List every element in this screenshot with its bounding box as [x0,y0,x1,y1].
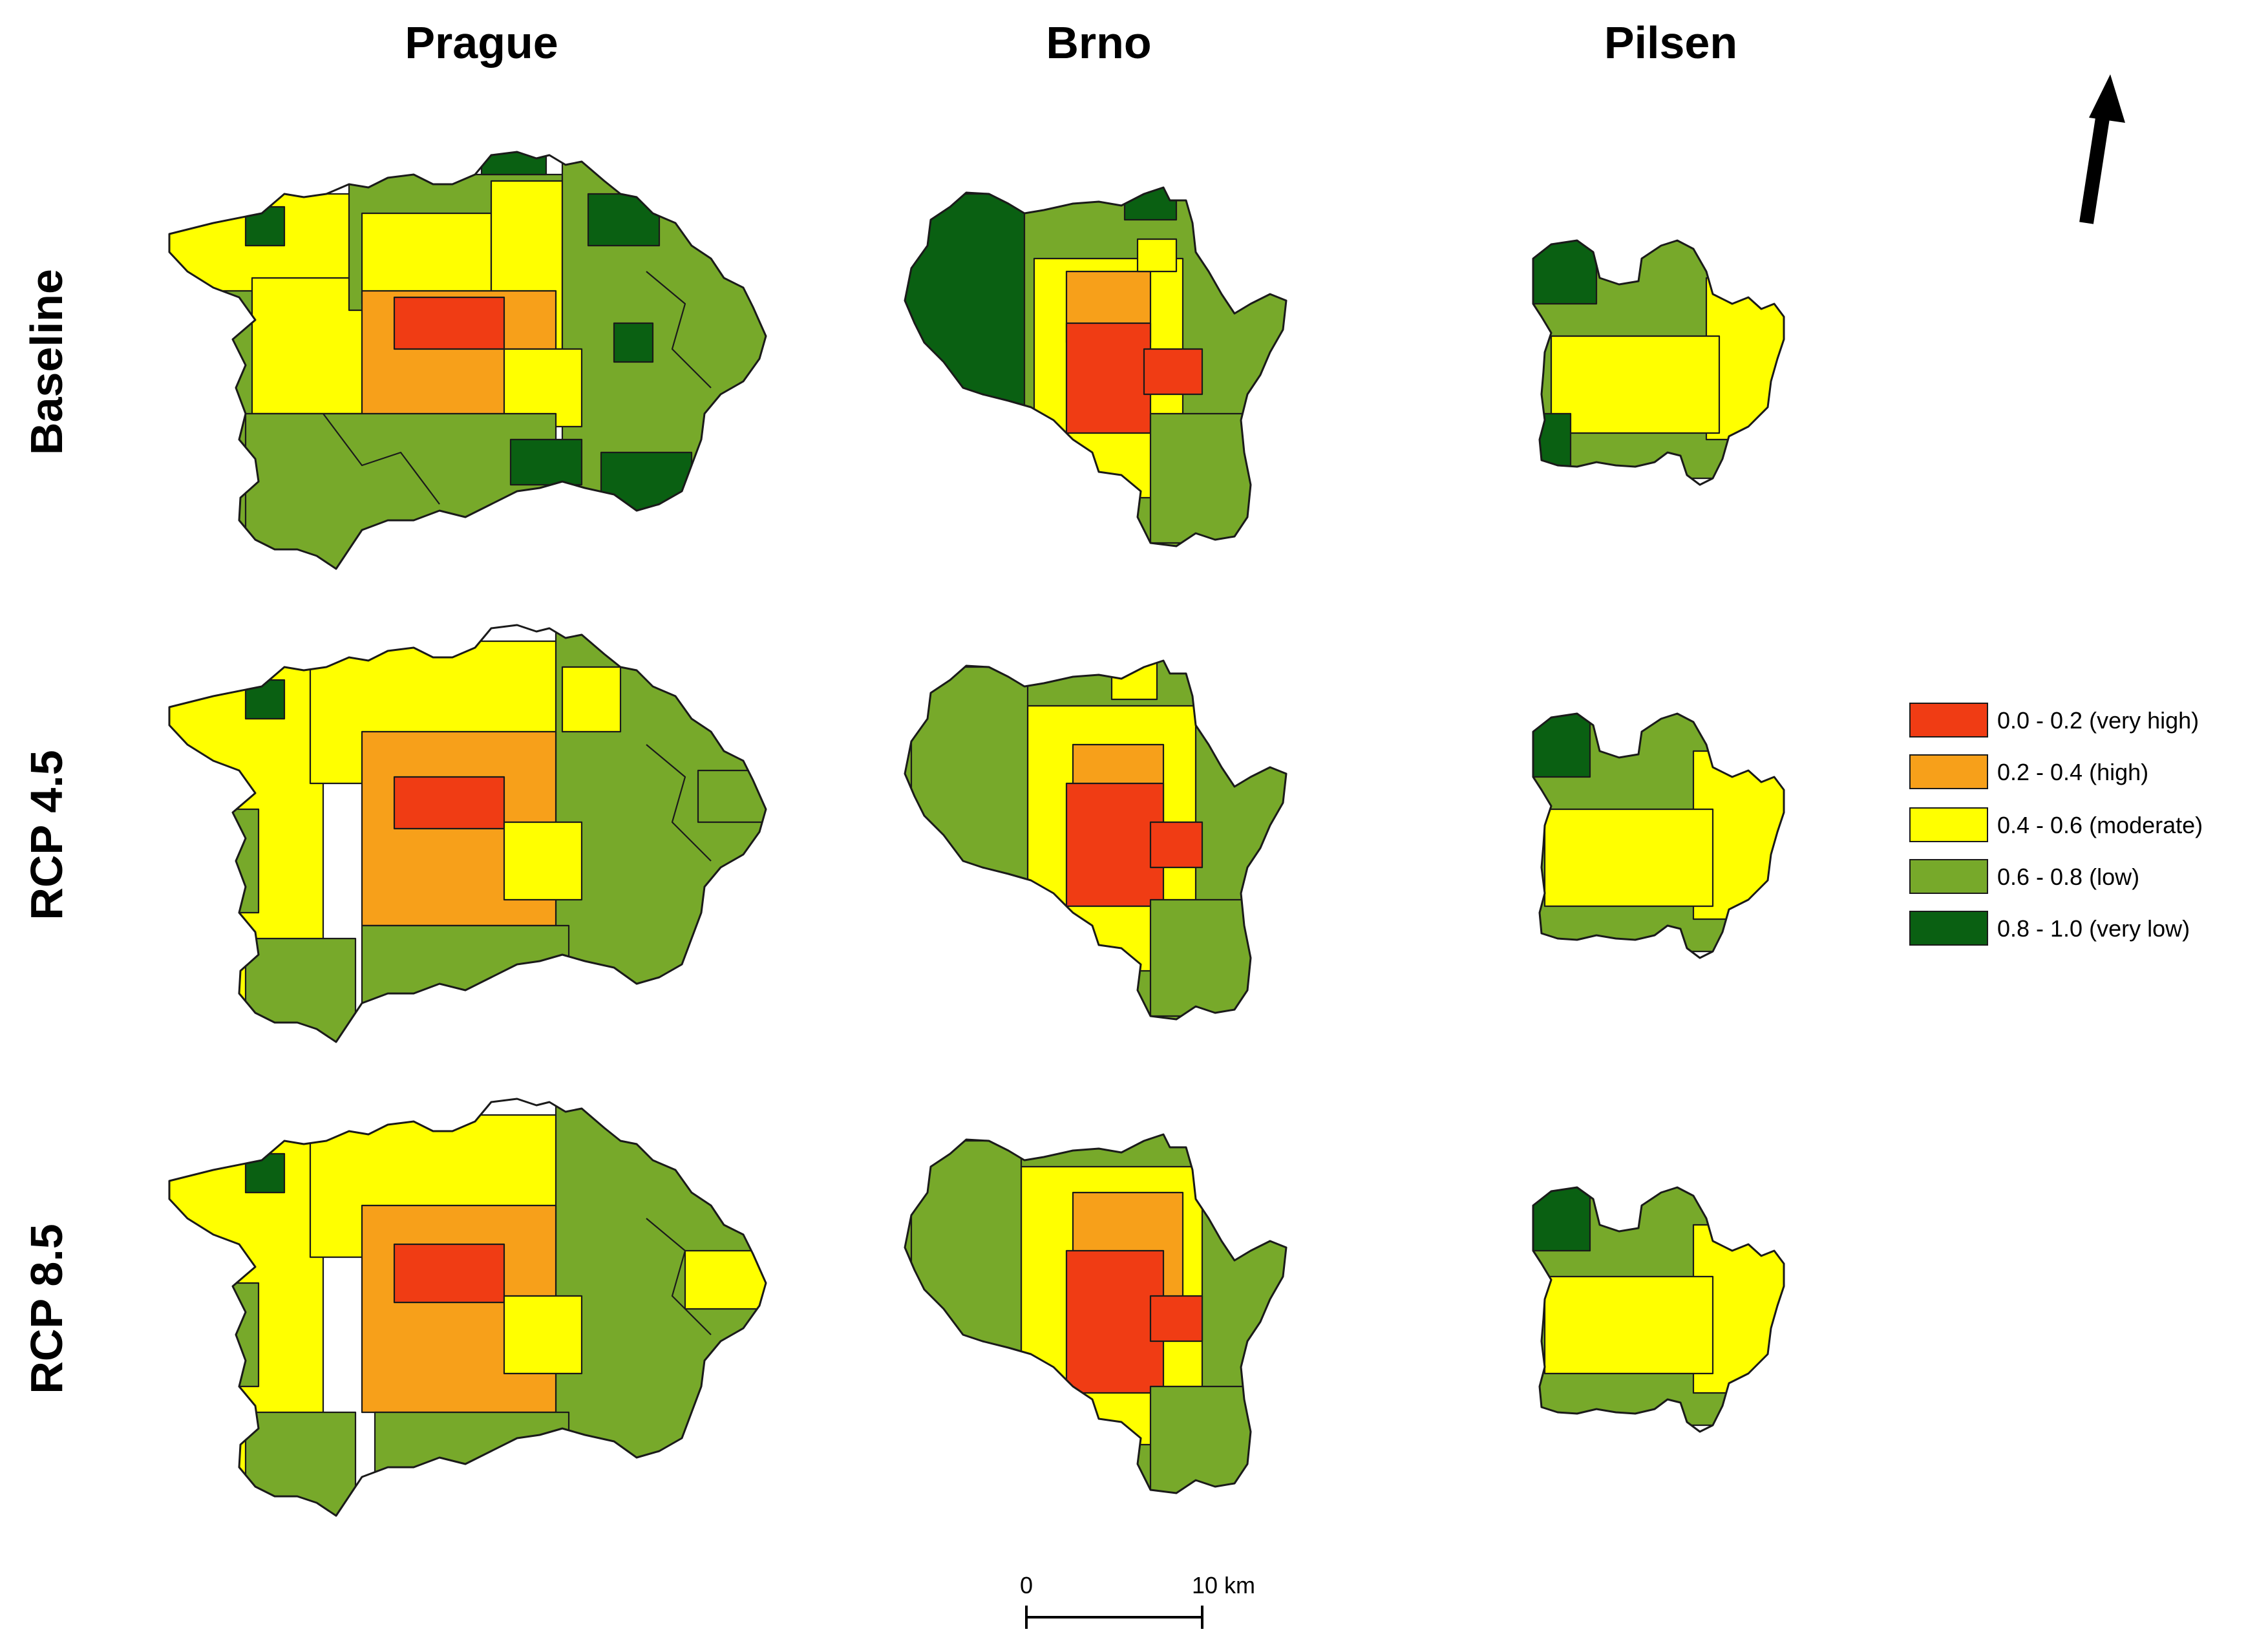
map-brno-rcp45 [902,654,1302,1029]
legend-item-low: 0.6 - 0.8 (low) [1910,860,2139,893]
map-prague-rcp45 [155,615,776,1068]
north-arrow-icon [2086,74,2125,223]
legend-item-high: 0.2 - 0.4 (high) [1910,755,2148,789]
legend-label-moderate: 0.4 - 0.6 (moderate) [1997,812,2203,838]
map-pilsen-rcp45 [1525,706,1797,958]
map-prague-baseline [155,142,769,582]
map-brno-baseline [902,181,1302,556]
map-pilsen-baseline [1525,233,1797,485]
legend-item-very-low: 0.8 - 1.0 (very low) [1910,911,2190,945]
column-title-prague: Prague [405,17,558,68]
legend-label-low: 0.6 - 0.8 (low) [1997,864,2139,890]
legend-swatch-high [1910,755,1987,789]
legend-label-very-low: 0.8 - 1.0 (very low) [1997,915,2190,942]
legend-swatch-very-high [1910,703,1987,737]
map-prague-rcp85 [155,1089,776,1542]
map-brno-rcp85 [902,1128,1302,1503]
row-title-rcp85: RCP 8.5 [21,1224,72,1394]
map-pilsen-rcp85 [1525,1180,1797,1432]
scale-bar-end-label: 10 km [1192,1572,1255,1598]
legend: 0.0 - 0.2 (very high) 0.2 - 0.4 (high) 0… [1910,703,2203,945]
legend-item-very-high: 0.0 - 0.2 (very high) [1910,703,2199,737]
legend-swatch-very-low [1910,911,1987,945]
row-title-rcp45: RCP 4.5 [21,750,72,920]
legend-label-high: 0.2 - 0.4 (high) [1997,759,2148,785]
legend-swatch-low [1910,860,1987,893]
column-title-pilsen: Pilsen [1604,17,1737,68]
legend-label-very-high: 0.0 - 0.2 (very high) [1997,707,2199,734]
scale-bar: 0 10 km [1020,1572,1255,1629]
legend-swatch-moderate [1910,808,1987,842]
row-title-baseline: Baseline [21,269,72,455]
scale-bar-start-label: 0 [1020,1572,1033,1598]
legend-item-moderate: 0.4 - 0.6 (moderate) [1910,808,2203,842]
column-title-brno: Brno [1046,17,1151,68]
